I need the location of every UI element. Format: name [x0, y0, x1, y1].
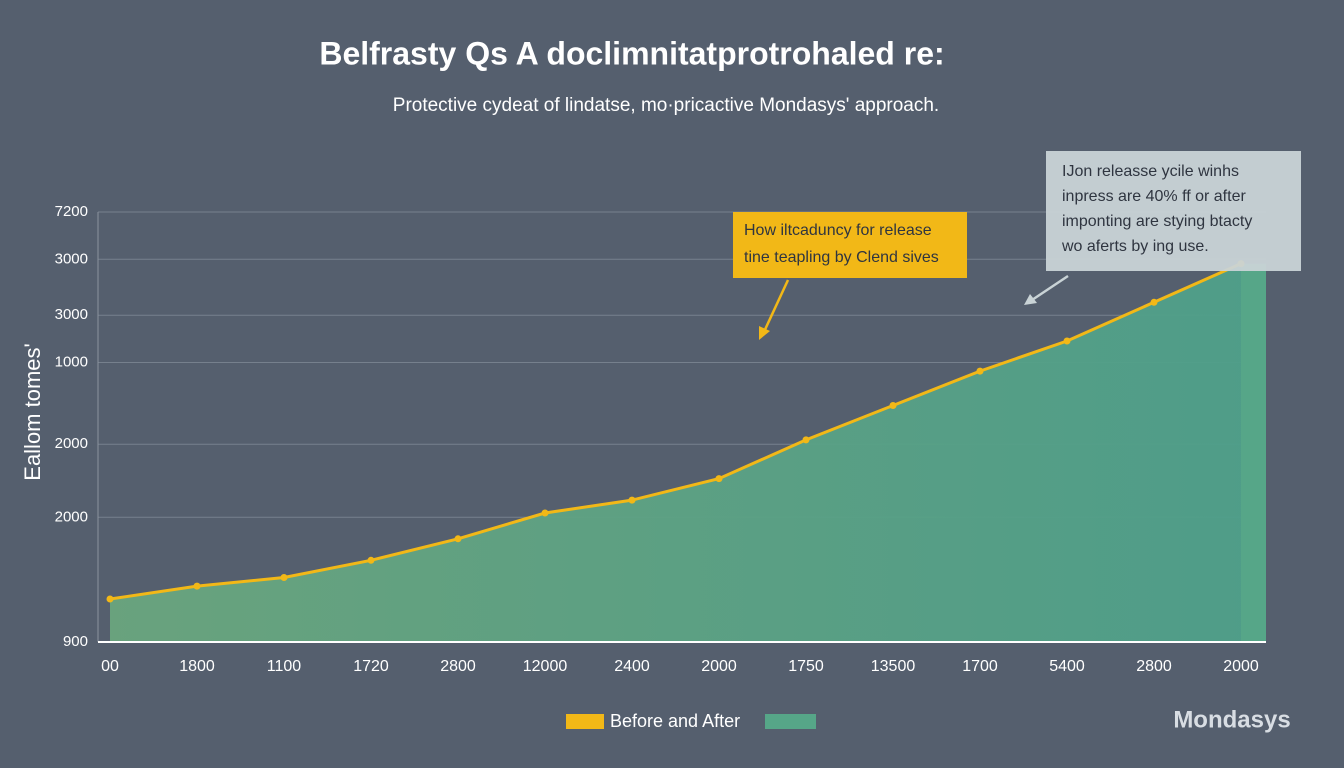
legend-label: Before and After [610, 711, 740, 731]
annotation-text: imponting are stying btacty [1062, 213, 1252, 230]
x-tick-label: 2400 [614, 658, 650, 675]
annotation-arrowhead [1024, 294, 1037, 305]
y-tick-label: 7200 [55, 203, 88, 220]
point [1150, 298, 1158, 306]
annotation-box [1046, 151, 1301, 271]
point [802, 436, 810, 444]
y-tick-label: 3000 [55, 306, 88, 323]
y-tick-label: 3000 [55, 250, 88, 267]
y-axis-label: Eallom tomes' [20, 343, 45, 480]
point [976, 367, 984, 375]
y-tick-label: 2000 [55, 508, 88, 525]
annotation-box [733, 212, 967, 278]
x-tick-label: 1750 [788, 658, 824, 675]
point [628, 496, 636, 504]
point [106, 595, 114, 603]
annotation-text: wo aferts by ing use. [1061, 238, 1209, 255]
y-tick-label: 1000 [55, 353, 88, 370]
point [889, 402, 897, 409]
x-tick-label: 2800 [1136, 658, 1172, 675]
x-tick-label: 5400 [1049, 658, 1085, 675]
x-tick-label: 1100 [267, 658, 302, 675]
x-tick-label: 1720 [353, 658, 389, 675]
x-tick-label: 1700 [962, 658, 998, 675]
x-tick-label: 2800 [440, 658, 476, 675]
brand: Mondasys [1173, 706, 1290, 733]
point [454, 535, 462, 543]
annotation-text: tine teapling by Clend sives [744, 249, 939, 266]
point [715, 475, 723, 483]
y-tick-label: 2000 [55, 435, 88, 452]
chart-title: Belfrasty Qs A doclimnitatprotrohaled re… [319, 35, 944, 71]
x-tick-label: 12000 [523, 658, 568, 675]
area [110, 263, 1241, 642]
annotation-arrowhead [759, 326, 770, 340]
y-tick-label: 900 [63, 633, 88, 650]
legend-swatch [765, 714, 816, 729]
annotation-arrow [761, 279, 790, 335]
x-tick-label: 13500 [871, 658, 916, 675]
annotation-text: How iltcaduncy for release [744, 222, 932, 239]
point [1063, 337, 1071, 345]
point [367, 556, 375, 564]
area-edge [1241, 263, 1266, 642]
chart-subtitle: Protective cydeat of lindatse, mo·pricac… [393, 95, 939, 116]
point [280, 574, 288, 581]
point [541, 509, 549, 517]
x-tick-label: 00 [101, 658, 119, 675]
x-tick-label: 2000 [701, 658, 737, 675]
x-tick-label: 2000 [1223, 658, 1259, 675]
point [193, 582, 201, 590]
annotation-text: inpress are 40% ff or after [1062, 188, 1246, 205]
x-tick-label: 1800 [179, 658, 215, 675]
line [109, 262, 1242, 601]
annotation-arrow [1031, 274, 1069, 302]
annotation-text: IJon releasse ycile winhs [1062, 163, 1239, 180]
legend-swatch [566, 714, 604, 729]
